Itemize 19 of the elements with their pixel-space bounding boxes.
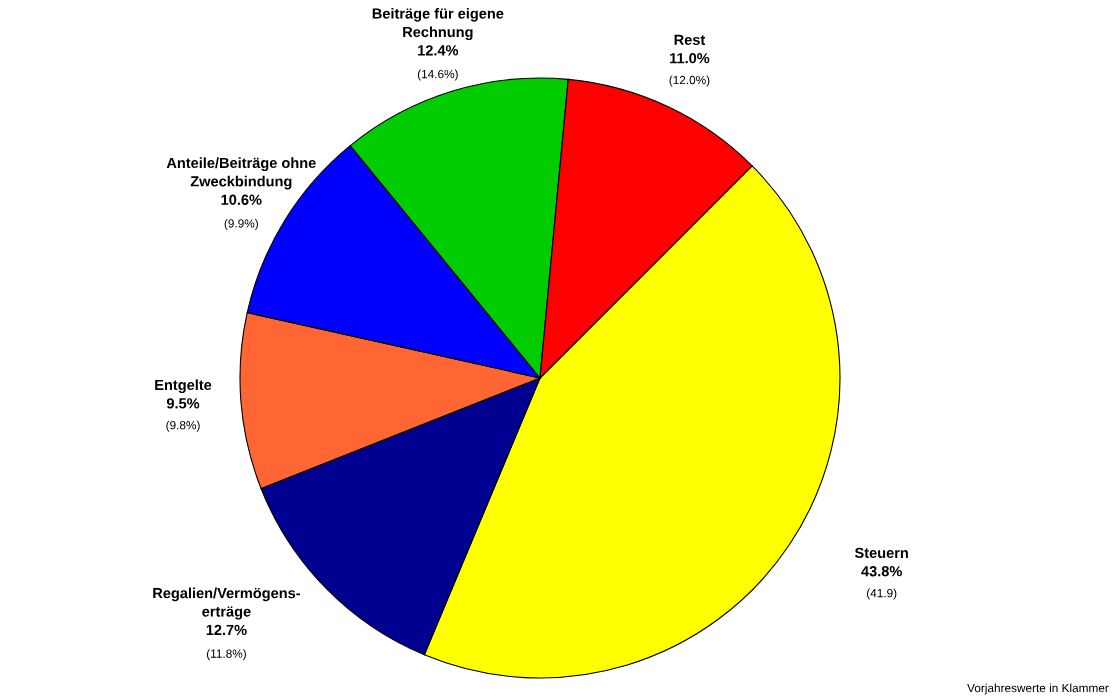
slice-label: Anteile/Beiträge ohne Zweckbindung [166, 157, 316, 190]
slice-label: Regalien/Vermögens- erträge [153, 587, 301, 620]
text: Vorjahreswerte in Klammer [967, 683, 1109, 695]
text: (14.6%) [417, 69, 458, 81]
text: (12.0%) [669, 75, 710, 87]
text: (41.9) [866, 588, 897, 600]
data-label: 12.4% [418, 45, 459, 56]
data-label: 12.7% [206, 624, 247, 636]
data-label: 10.6% [221, 194, 262, 205]
slice-label: Entgelte [155, 379, 212, 394]
data-label: 9.5% [166, 398, 200, 409]
text: (9.9%) [224, 218, 258, 230]
text: (11.8%) [206, 649, 246, 661]
data-label: 11.0% [670, 52, 710, 64]
slice-label: Steuern [854, 547, 908, 559]
text: (9.8%) [166, 420, 200, 432]
data-label: 43.8% [861, 566, 902, 577]
slice-label: Rest [674, 34, 706, 45]
slice-label: Beiträge für eigene Rechnung [372, 8, 504, 41]
